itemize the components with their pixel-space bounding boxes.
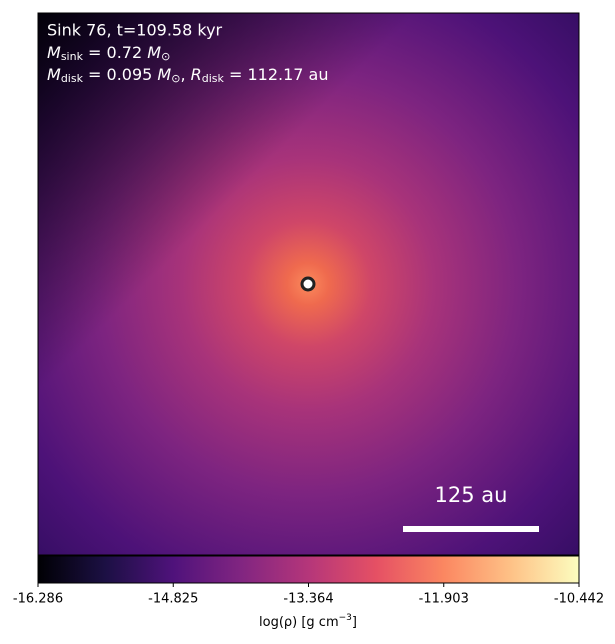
colorbar-tick-label: -13.364 [283, 592, 333, 607]
disk-props: Mdisk = 0.095 M⊙, Rdisk = 112.17 au [47, 65, 328, 86]
subscript: disk [202, 72, 225, 85]
symbol: R [191, 65, 202, 84]
value: = 0.72 [83, 43, 147, 62]
value: = 112.17 au [224, 65, 329, 84]
label-text: ] [352, 615, 357, 630]
colorbar-gradient [37, 555, 580, 584]
colorbar-tick-label: -10.442 [554, 592, 604, 607]
scale-bar-label: 125 au [435, 483, 508, 507]
scale-bar [403, 526, 539, 532]
unit: M [147, 43, 161, 62]
superscript: −3 [339, 613, 352, 623]
symbol: M [47, 65, 61, 84]
frame [37, 12, 580, 556]
label-text: log(ρ) [g cm [259, 615, 339, 630]
value: = 0.095 [83, 65, 157, 84]
colorbar-label: log(ρ) [g cm−3] [259, 613, 357, 630]
density-map: Sink 76, t=109.58 kyr Msink = 0.72 M⊙ Md… [37, 12, 580, 556]
colorbar-tick-label: -14.825 [148, 592, 198, 607]
title: Sink 76, t=109.58 kyr [47, 21, 223, 40]
subscript: ⊙ [161, 50, 170, 63]
subscript: disk [61, 72, 84, 85]
symbol: M [47, 43, 61, 62]
sink-marker [300, 276, 316, 292]
colorbar: log(ρ) [g cm−3] -16.286 -14.825 -13.364 -11… [13, 555, 604, 630]
colorbar-tick-label: -11.903 [419, 592, 469, 607]
subscript: sink [61, 50, 84, 63]
separator: , [180, 65, 190, 84]
unit: M [157, 65, 171, 84]
colorbar-tick-label: -16.286 [13, 592, 63, 607]
subscript: ⊙ [171, 72, 180, 85]
sink-mass: Msink = 0.72 M⊙ [47, 43, 170, 64]
